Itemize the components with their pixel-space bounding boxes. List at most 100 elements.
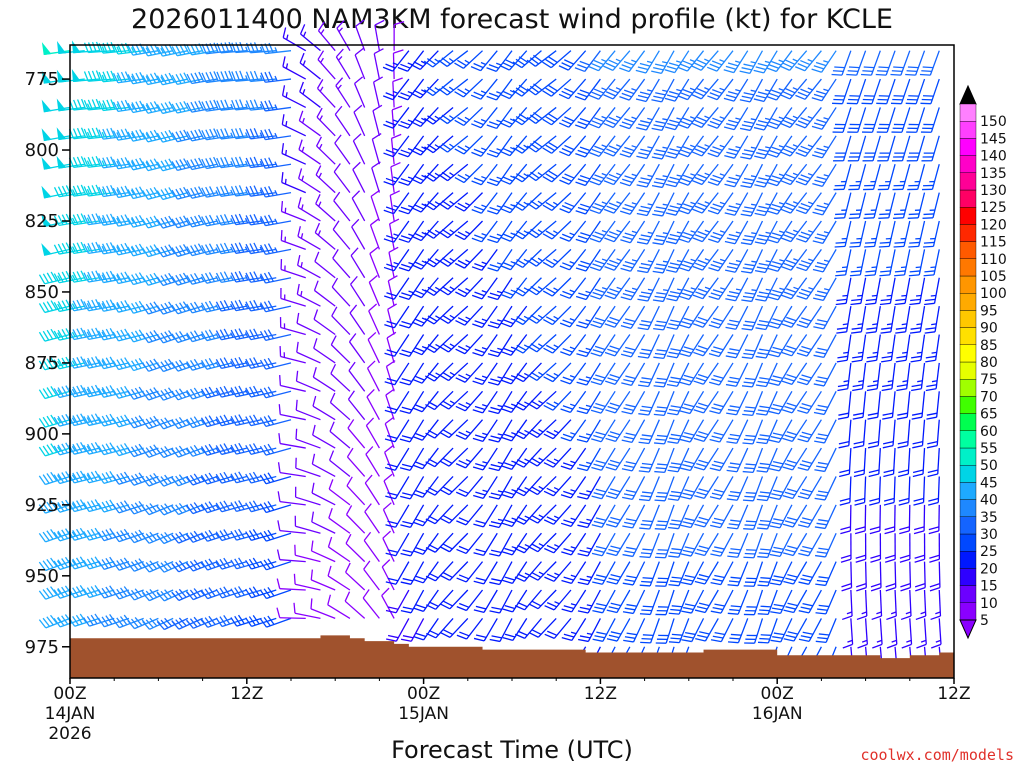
wind-barb [382, 530, 395, 562]
barb-half-feather [393, 176, 399, 180]
barb-feather [230, 186, 237, 197]
barb-feather [413, 118, 424, 125]
barb-feather [694, 234, 706, 240]
barb-half-feather [449, 257, 455, 262]
barb-feather [683, 231, 694, 237]
barb-staff [345, 542, 366, 563]
barb-feather [726, 180, 737, 184]
barb-feather [313, 280, 319, 291]
barb-feather [175, 504, 183, 514]
wind-barb [368, 275, 380, 307]
barb-feather [516, 201, 526, 209]
barb-feather [606, 176, 617, 183]
wind-barb [577, 532, 601, 557]
wind-barb [352, 161, 366, 193]
barb-feather [50, 529, 58, 539]
wind-barb [486, 135, 513, 158]
barb-feather [579, 492, 590, 497]
wind-barb [201, 128, 233, 141]
barb-feather [267, 415, 275, 425]
barb-feather [204, 272, 212, 283]
barb-half-feather [101, 131, 105, 138]
barb-feather [515, 173, 526, 180]
wind-barb [311, 511, 336, 534]
barb-feather [235, 42, 241, 53]
wind-barb [543, 334, 572, 354]
barb-feather [546, 487, 557, 494]
barb-staff [327, 604, 351, 619]
barb-feather [249, 214, 256, 225]
wind-barb [514, 617, 542, 639]
barb-feather [560, 379, 571, 385]
barb-feather [208, 587, 216, 597]
barb-feather [42, 531, 50, 541]
barb-feather [75, 557, 83, 568]
barb-feather [503, 462, 515, 467]
barb-feather [590, 409, 602, 414]
barb-feather [53, 589, 61, 599]
barb-staff [587, 504, 601, 528]
barb-feather [116, 445, 124, 455]
barb-feather [424, 318, 435, 325]
barb-feather [50, 357, 58, 367]
barb-feather [312, 395, 317, 407]
barb-feather [368, 275, 378, 283]
barb-feather [160, 590, 169, 600]
barb-staff [688, 305, 705, 329]
barb-feather [578, 463, 590, 468]
barb-staff [628, 78, 646, 101]
barb-staff [433, 362, 454, 382]
barb-feather [124, 128, 131, 139]
barb-staff [330, 373, 351, 392]
barb-staff [553, 589, 572, 611]
barb-feather [190, 101, 197, 112]
wind-barb [400, 532, 425, 557]
wind-barb [472, 362, 498, 385]
barb-half-feather [497, 404, 503, 408]
barb-staff [220, 50, 247, 54]
barb-feather [606, 552, 617, 557]
barb-feather [131, 389, 138, 399]
wind-barb [312, 424, 336, 449]
barb-feather [386, 331, 397, 339]
barb-feather [390, 161, 401, 168]
barb-staff [704, 618, 719, 642]
barb-feather [91, 356, 98, 367]
barb-feather [669, 523, 681, 526]
barb-staff [688, 277, 705, 300]
wind-barb [637, 277, 660, 302]
barb-feather [694, 176, 705, 182]
barb-feather [216, 100, 222, 111]
wind-barb [681, 589, 705, 614]
barb-feather [709, 92, 720, 98]
barb-staff [701, 192, 719, 214]
barb-feather [487, 353, 499, 358]
wind-barb [424, 220, 454, 239]
barb-feather [263, 387, 271, 398]
barb-feather [156, 75, 164, 86]
barb-feather [475, 491, 486, 496]
barb-feather [655, 92, 666, 96]
barb-feather [620, 296, 631, 301]
barb-half-feather [553, 230, 559, 234]
barb-feather [327, 565, 332, 577]
wind-barb [371, 161, 381, 193]
barb-feather [401, 435, 413, 440]
barb-feather [267, 472, 275, 482]
barb-feather [666, 298, 677, 302]
barb-half-feather [615, 87, 622, 91]
barb-feather [682, 174, 694, 180]
barb-half-feather [244, 303, 249, 309]
barb-feather [652, 270, 664, 274]
wind-barb [635, 78, 660, 103]
barb-half-feather [215, 218, 219, 224]
wind-barb [127, 329, 159, 343]
barb-half-feather [586, 490, 592, 493]
barb-feather [579, 60, 590, 66]
barb-feather [72, 501, 79, 511]
barb-half-feather [393, 233, 399, 237]
barb-feather [264, 157, 270, 168]
wind-barb [592, 561, 616, 585]
wind-barb [294, 515, 321, 534]
barb-staff [535, 106, 557, 124]
